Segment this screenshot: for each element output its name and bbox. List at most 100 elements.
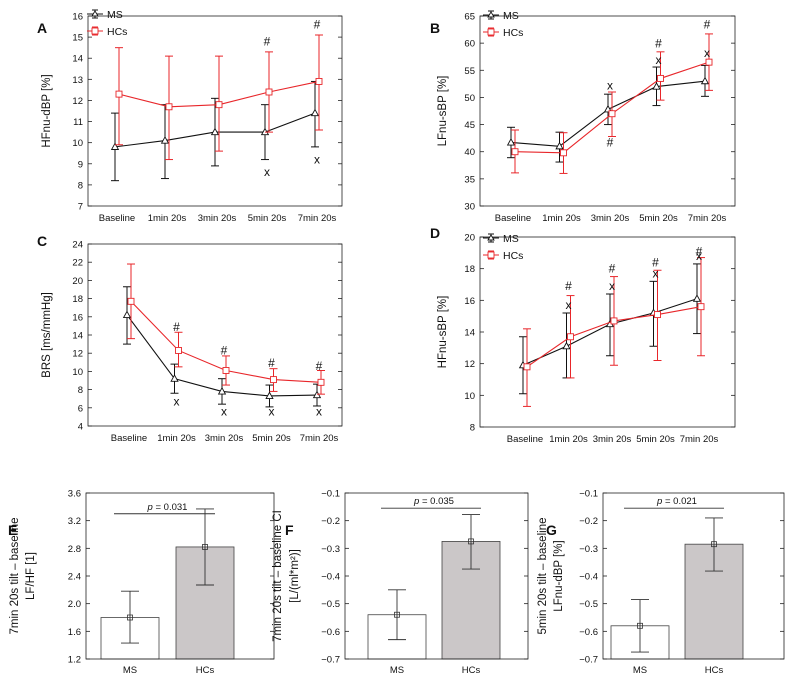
panel-f-ytick-label: −0.1 bbox=[321, 489, 340, 500]
data-point-hcs bbox=[270, 376, 277, 384]
panel-c-ytick-label: 4 bbox=[78, 422, 83, 433]
panel-a-ytick-label: 8 bbox=[78, 180, 83, 191]
p-value-prefix: p bbox=[413, 496, 419, 507]
significance-x: x bbox=[566, 298, 572, 312]
series-hcs bbox=[127, 263, 325, 395]
significance-x: x bbox=[704, 46, 710, 60]
significance-hash: # bbox=[696, 244, 703, 258]
panel-g-ytick-label: −0.6 bbox=[579, 627, 598, 638]
panel-label: D bbox=[430, 225, 440, 241]
data-point-hcs bbox=[654, 311, 661, 319]
panel-a-ytick-label: 14 bbox=[72, 54, 83, 65]
x-tick-label: MS bbox=[123, 665, 137, 676]
panel-c-ytick-label: 8 bbox=[78, 385, 83, 396]
mean-marker bbox=[202, 544, 208, 550]
significance-x: x bbox=[696, 249, 702, 263]
panel-b-ytick-label: 55 bbox=[464, 66, 475, 77]
data-point-hcs bbox=[115, 90, 123, 98]
legend: MS HCs bbox=[87, 9, 127, 38]
mean-marker bbox=[127, 614, 133, 621]
panel-c-ytick-label: 10 bbox=[72, 367, 83, 378]
data-point-ms bbox=[700, 76, 710, 85]
panel-b-ytick-label: 45 bbox=[464, 120, 475, 131]
legend-ms-marker bbox=[91, 10, 99, 17]
x-tick-label: 3min 20s bbox=[205, 433, 244, 444]
panel-d-ytick-label: 8 bbox=[470, 423, 475, 434]
x-tick-label: 5min 20s bbox=[252, 433, 291, 444]
data-point-hcs bbox=[222, 367, 230, 374]
legend-ms-marker bbox=[487, 234, 495, 241]
significance-x: x bbox=[221, 404, 227, 418]
x-tick-label: 1min 20s bbox=[148, 213, 187, 224]
x-tick-label: 1min 20s bbox=[549, 434, 588, 445]
panel-f-ytick-label: −0.3 bbox=[321, 544, 340, 555]
panel-c-ytick-label: 20 bbox=[72, 276, 83, 287]
significance-x: x bbox=[269, 404, 275, 418]
panel-c-ytick-label: 6 bbox=[78, 403, 83, 414]
panel-label: B bbox=[430, 20, 440, 36]
p-value-prefix: p bbox=[656, 496, 662, 507]
legend-label-hcs: HCs bbox=[503, 27, 523, 39]
panel-g-ytick-label: −0.7 bbox=[579, 655, 598, 666]
panel-c-ytick-label: 14 bbox=[72, 331, 83, 342]
x-tick-label: HCs bbox=[462, 665, 481, 676]
panel-a-ytick-label: 10 bbox=[72, 138, 83, 149]
panel-label: C bbox=[37, 233, 47, 249]
x-tick-label: 7min 20s bbox=[298, 213, 337, 224]
x-tick-label: 5min 20s bbox=[636, 434, 675, 445]
data-point-ms bbox=[160, 136, 170, 144]
x-tick-label: HCs bbox=[196, 665, 215, 676]
panel-b-ytick-label: 40 bbox=[464, 147, 475, 158]
data-point-ms bbox=[506, 137, 516, 146]
y-axis-label-line1: 7min 20s tilt – baseline bbox=[9, 518, 21, 635]
y-axis-label: HFnu-sBP [%] bbox=[437, 296, 449, 369]
significance-hash: # bbox=[704, 18, 711, 32]
x-tick-label: 1min 20s bbox=[157, 433, 196, 444]
series-ms bbox=[110, 80, 320, 182]
data-point-hcs bbox=[697, 303, 705, 311]
y-axis-label-line2: LFnu-dBP [%] bbox=[553, 540, 565, 611]
panel-c-ytick-label: 24 bbox=[72, 240, 83, 251]
panel-a-ytick-label: 13 bbox=[72, 75, 83, 86]
significance-hash: # bbox=[268, 356, 275, 370]
x-tick-label: 7min 20s bbox=[300, 433, 339, 444]
panel-a-ytick-label: 9 bbox=[78, 159, 83, 170]
panel-f-ytick-label: −0.4 bbox=[321, 572, 340, 583]
significance-x: x bbox=[264, 165, 270, 179]
panel-e-ytick-label: 1.2 bbox=[68, 655, 81, 666]
panel-label: A bbox=[37, 20, 47, 36]
data-point-ms bbox=[170, 374, 179, 382]
legend-label-ms: MS bbox=[107, 9, 123, 21]
panel-d-ytick-label: 10 bbox=[464, 391, 475, 402]
panel-e-ytick-label: 2.4 bbox=[68, 572, 81, 583]
panel-f-ytick-label: −0.7 bbox=[321, 655, 340, 666]
significance-hash: # bbox=[609, 262, 616, 276]
significance-x: x bbox=[656, 53, 662, 67]
panel-a-ytick-label: 11 bbox=[73, 117, 83, 128]
significance-x: x bbox=[316, 404, 322, 418]
x-tick-label: 7min 20s bbox=[688, 213, 727, 224]
panel-d-ytick-label: 16 bbox=[464, 296, 475, 307]
p-value-label: p = 0.031 bbox=[147, 502, 188, 513]
significance-hash: # bbox=[314, 17, 321, 31]
panel-b-ytick-label: 50 bbox=[464, 93, 475, 104]
panel-f-ytick-label: −0.5 bbox=[321, 599, 340, 610]
panel-a-ytick-label: 15 bbox=[72, 33, 83, 44]
data-point-ms bbox=[217, 386, 227, 395]
panel-a-ytick-label: 16 bbox=[72, 12, 83, 23]
data-point-hcs bbox=[127, 297, 135, 305]
significance-hash: # bbox=[316, 359, 323, 373]
data-point-hcs bbox=[175, 347, 182, 354]
legend-label-hcs: HCs bbox=[503, 250, 523, 262]
panel-c-ytick-label: 22 bbox=[72, 258, 83, 269]
panel-b-ytick-label: 35 bbox=[464, 174, 475, 185]
data-point-hcs bbox=[511, 148, 519, 156]
significance-hash: # bbox=[565, 279, 572, 293]
data-point-ms bbox=[692, 294, 702, 302]
data-point-hcs bbox=[317, 378, 325, 386]
legend-hcs-marker bbox=[487, 28, 495, 36]
panel-d-ytick-label: 14 bbox=[464, 328, 475, 339]
panel-g: MS HCs −0.7 −0.6 −0.5 −0.4 −0.3 −0.2 −0.1 p = 0.0… bbox=[537, 489, 785, 676]
panel-b-ytick-label: 65 bbox=[464, 12, 475, 23]
